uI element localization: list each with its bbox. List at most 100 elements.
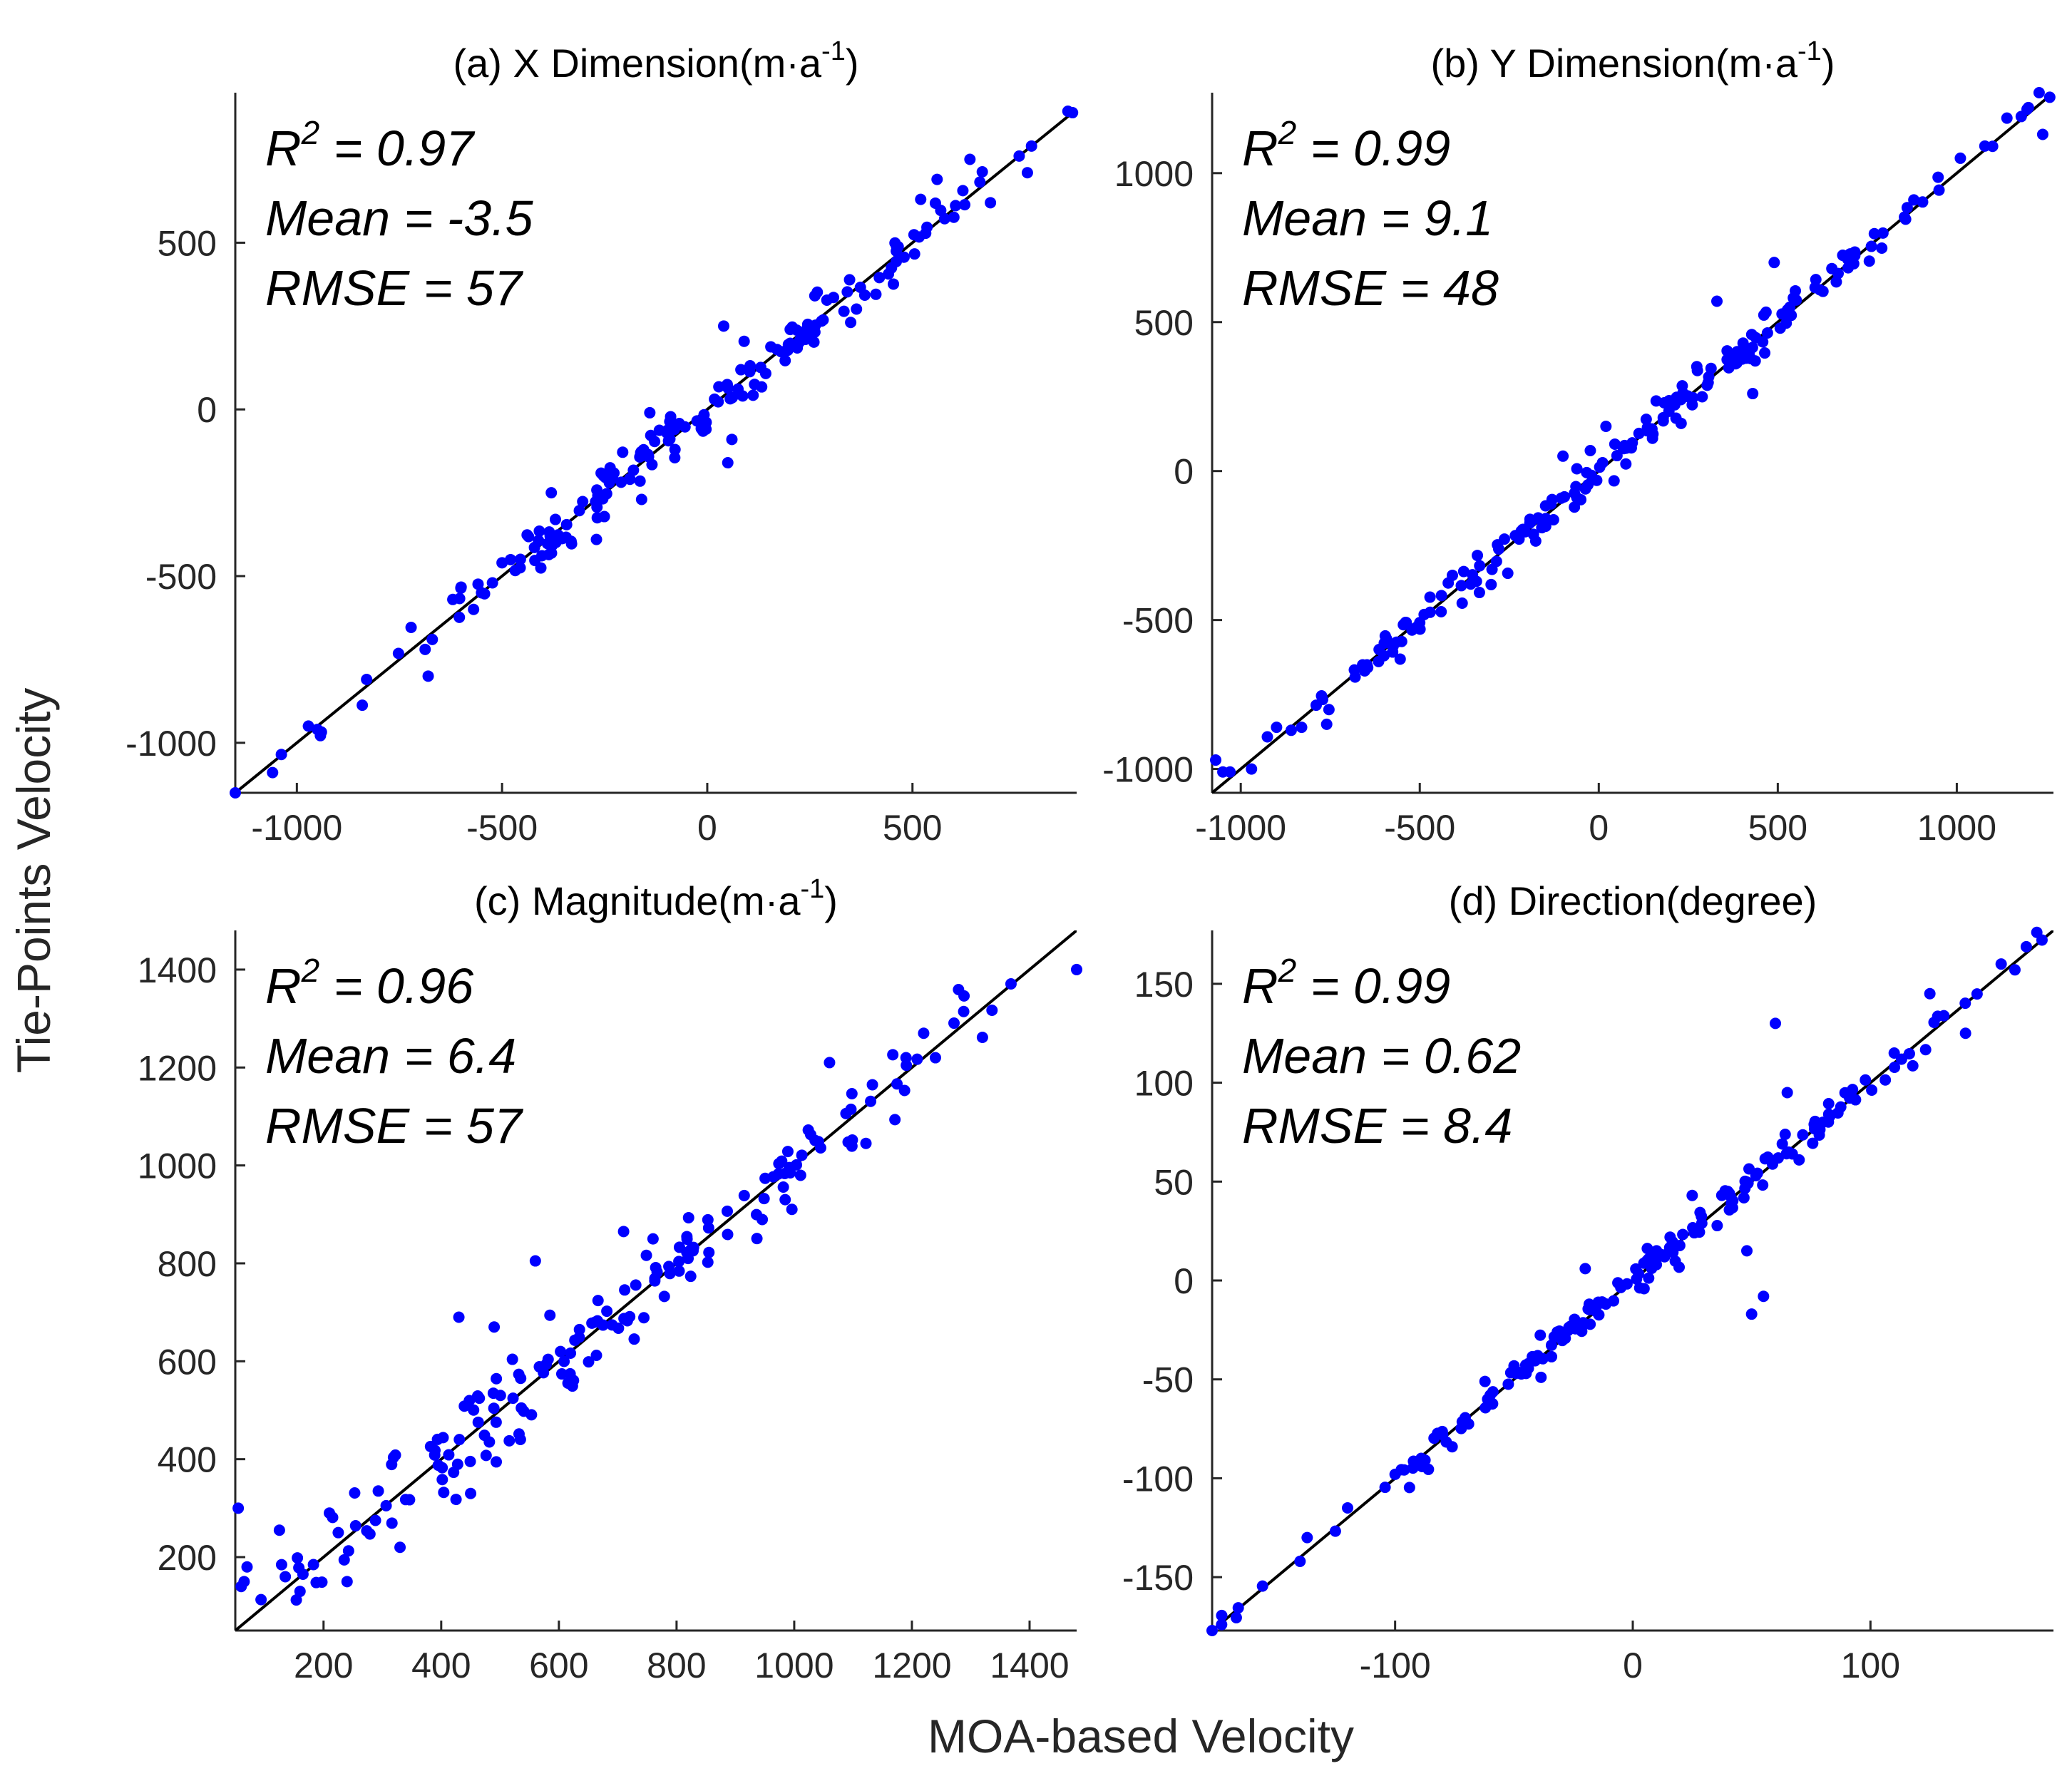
- scatter-point: [681, 1231, 693, 1243]
- scatter-point: [1294, 1555, 1306, 1567]
- scatter-point: [1296, 722, 1308, 734]
- scatter-point: [438, 1487, 450, 1499]
- scatter-point: [1779, 1129, 1791, 1141]
- rmse-stat: RMSE = 48: [1242, 260, 1499, 316]
- scatter-point: [490, 1416, 502, 1428]
- panel-title-main: (a) X Dimension(m·a: [453, 41, 821, 86]
- scatter-point: [1021, 167, 1033, 179]
- scatter-point: [369, 1514, 381, 1526]
- scatter-point: [1534, 1329, 1547, 1341]
- scatter-points: [1206, 926, 2048, 1636]
- scatter-point: [590, 533, 602, 545]
- scatter-point: [598, 470, 610, 482]
- global-x-axis-label: MOA-based Velocity: [928, 1710, 1354, 1762]
- scatter-point: [1895, 1053, 1907, 1065]
- scatter-point: [1901, 202, 1913, 214]
- scatter-point: [1557, 450, 1569, 462]
- panel-0: -1000 -500 0 500 -1000 -500 0 500 (a) X Dimensio…: [125, 36, 1079, 848]
- x-tick-label: -500: [1384, 808, 1455, 848]
- scatter-point: [1782, 304, 1794, 316]
- scatter-point: [558, 1355, 570, 1367]
- scatter-point: [1832, 1107, 1844, 1119]
- x-tick-label: -500: [466, 808, 538, 848]
- x-tick-label: 100: [1841, 1646, 1900, 1685]
- scatter-point: [794, 334, 806, 346]
- scatter-point: [1781, 1087, 1793, 1099]
- scatter-point: [1474, 560, 1486, 572]
- scatter-point: [644, 406, 656, 419]
- scatter-point: [1584, 444, 1596, 456]
- scatter-point: [1285, 724, 1297, 736]
- scatter-point: [542, 1353, 554, 1365]
- scatter-point: [918, 1027, 930, 1040]
- scatter-point: [386, 1517, 398, 1529]
- scatter-point: [621, 1315, 633, 1327]
- mean-stat: Mean = 9.1: [1242, 190, 1493, 246]
- panel-title-end: ): [846, 41, 859, 86]
- scatter-point: [846, 1088, 858, 1100]
- scatter-point: [892, 241, 904, 253]
- scatter-point: [1485, 578, 1497, 590]
- scatter-point: [628, 1333, 640, 1345]
- scatter-point: [533, 525, 545, 537]
- x-tick-label: 1000: [754, 1646, 834, 1685]
- scatter-point: [735, 364, 747, 376]
- scatter-point: [649, 1273, 661, 1285]
- scatter-point: [717, 320, 729, 332]
- scatter-point: [898, 1084, 911, 1097]
- scatter-point: [294, 1586, 306, 1598]
- scatter-point: [1954, 152, 1966, 164]
- scatter-point: [722, 457, 734, 469]
- scatter-point: [673, 1265, 685, 1277]
- scatter-point: [866, 1079, 878, 1091]
- scatter-point: [1432, 1427, 1444, 1439]
- scatter-point: [782, 339, 794, 351]
- scatter-point: [443, 1449, 455, 1461]
- scatter-point: [948, 1017, 960, 1030]
- scatter-point: [1643, 1272, 1655, 1284]
- y-tick-label: 0: [1174, 452, 1194, 492]
- scatter-point: [389, 1449, 401, 1461]
- scatter-point: [845, 317, 857, 329]
- scatter-point: [953, 983, 965, 995]
- scatter-point: [478, 587, 491, 600]
- scatter-point: [583, 1356, 595, 1368]
- scatter-point: [948, 211, 960, 223]
- scatter-point: [275, 1559, 287, 1571]
- scatter-point: [974, 176, 986, 188]
- scatter-point: [506, 1353, 518, 1365]
- x-tick-label: -100: [1360, 1646, 1431, 1685]
- scatter-point: [1515, 525, 1527, 537]
- scatter-point: [2043, 91, 2056, 103]
- scatter-point: [1473, 587, 1485, 599]
- scatter-point: [592, 1295, 604, 1307]
- scatter-point: [1657, 411, 1669, 423]
- scatter-point: [1959, 997, 1971, 1010]
- scatter-point: [591, 484, 603, 496]
- scatter-point: [1924, 987, 1936, 1000]
- scatter-point: [453, 611, 466, 623]
- y-tick-label: 200: [158, 1538, 217, 1578]
- scatter-point: [468, 1404, 480, 1416]
- panel-title: (c) Magnitude(m·a-1): [474, 874, 838, 923]
- scatter-point: [858, 289, 871, 301]
- r2-stat: R2 = 0.99: [1242, 114, 1450, 176]
- scatter-point: [722, 1228, 734, 1241]
- scatter-point: [1620, 458, 1632, 470]
- scatter-point: [332, 1526, 344, 1539]
- scatter-point: [1640, 414, 1652, 426]
- scatter-point: [1917, 196, 1929, 208]
- scatter-point: [521, 529, 533, 541]
- r2-value: = 0.99: [1296, 958, 1450, 1014]
- y-tick-label: 500: [158, 223, 217, 263]
- x-tick-label: 1400: [990, 1646, 1069, 1685]
- x-tick-label: 500: [1748, 808, 1807, 848]
- panel-title-end: ): [1822, 41, 1835, 86]
- scatter-point: [722, 382, 734, 394]
- scatter-point: [638, 1312, 650, 1324]
- scatter-point: [573, 1323, 585, 1335]
- scatter-point: [1919, 1044, 1932, 1056]
- scatter-point: [507, 1392, 519, 1405]
- scatter-point: [405, 621, 417, 633]
- scatter-point: [964, 153, 976, 165]
